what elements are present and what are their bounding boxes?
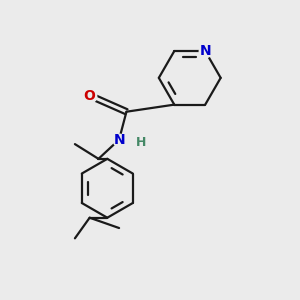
- Text: N: N: [113, 133, 125, 147]
- Text: N: N: [200, 44, 211, 58]
- Text: H: H: [136, 136, 146, 149]
- Text: O: O: [84, 88, 96, 103]
